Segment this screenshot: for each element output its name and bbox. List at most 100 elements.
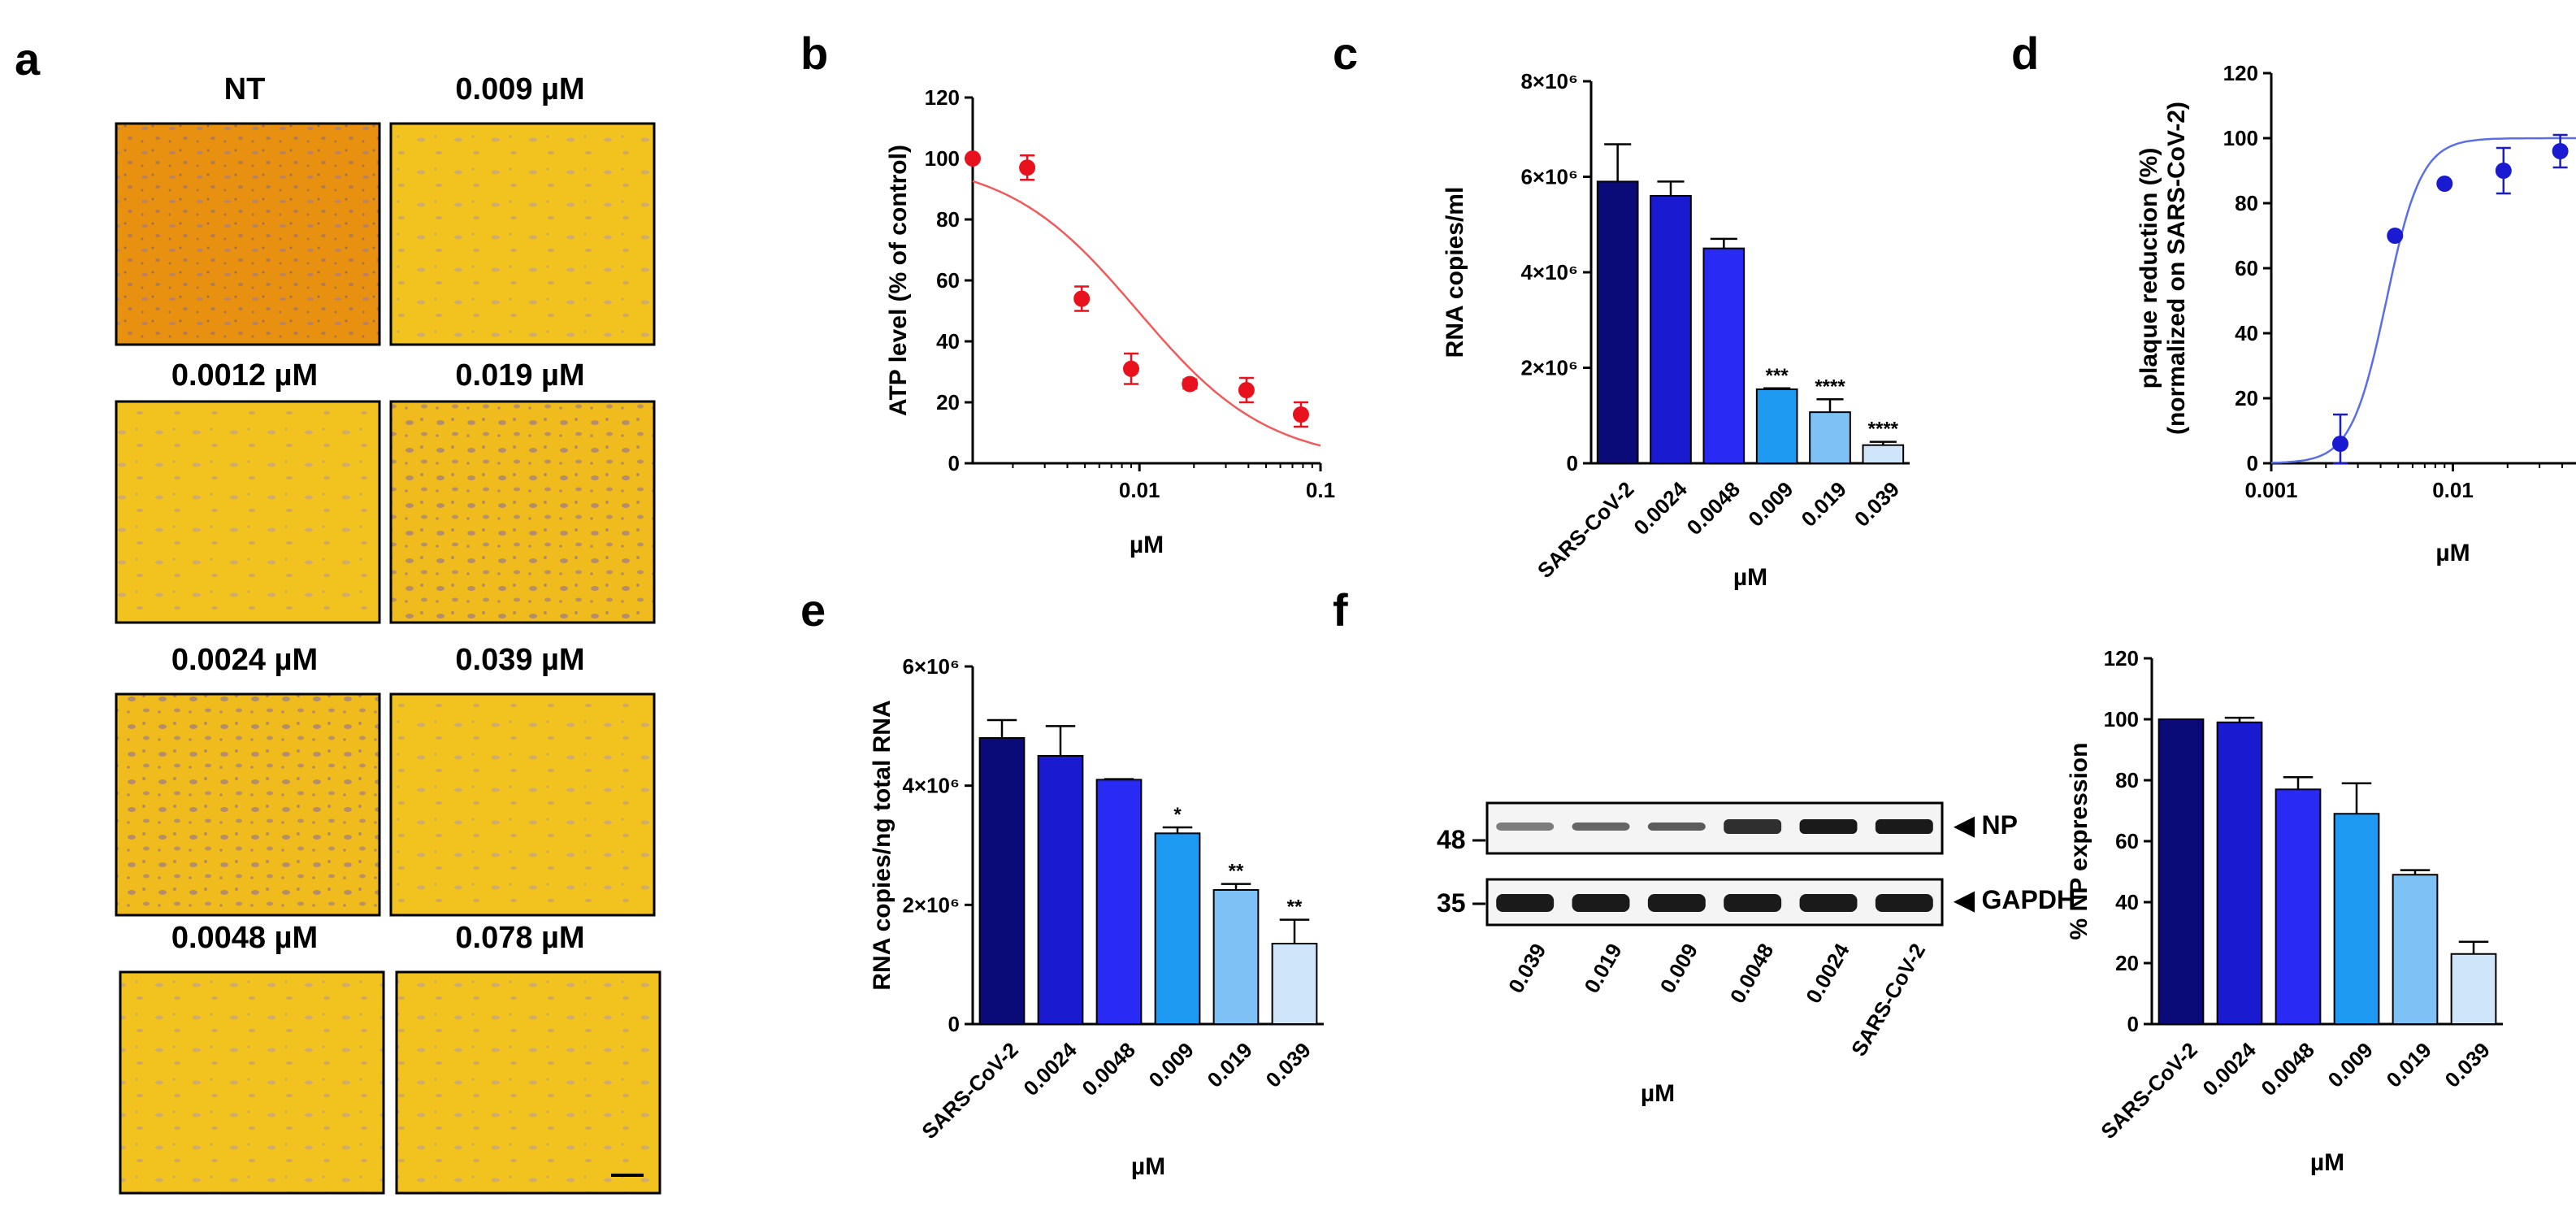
data-point xyxy=(2436,176,2453,192)
significance-label: **** xyxy=(1815,375,1845,397)
y-axis-title: RNA copies/ml xyxy=(1442,187,1468,358)
micrograph-image xyxy=(389,400,656,624)
y-tick-label: 40 xyxy=(2115,890,2139,914)
y-tick-label: 40 xyxy=(936,329,960,354)
micrograph-image xyxy=(389,692,656,917)
significance-label: * xyxy=(1173,804,1182,826)
y-tick-label: 100 xyxy=(925,146,960,171)
panel-label-c: c xyxy=(1333,28,1358,79)
x-axis-title: µM xyxy=(1130,532,1164,558)
bar xyxy=(2216,721,2263,1025)
y-tick-label: 0 xyxy=(1567,451,1578,475)
bar xyxy=(2333,813,2380,1025)
blot-lane-label: 0.0024 xyxy=(1801,939,1854,1007)
y-axis-title-line2: (normalized on SARS-CoV-2) xyxy=(2163,102,2190,435)
data-point xyxy=(1019,159,1036,176)
y-axis-title: plaque reduction (%) xyxy=(2136,148,2162,389)
y-axis-title: ATP level (% of control) xyxy=(885,145,912,416)
y-tick-label: 60 xyxy=(2115,829,2139,853)
data-point xyxy=(1238,382,1255,398)
y-tick-label: 6×10⁶ xyxy=(1520,165,1578,189)
micrograph-image xyxy=(115,400,381,624)
x-tick-label: SARS-CoV-2 xyxy=(1533,477,1639,584)
x-tick-label: 0.0048 xyxy=(1682,477,1745,540)
np-band xyxy=(1724,819,1782,834)
x-tick-label: 0.001 xyxy=(2244,478,2297,502)
x-tick-label: 0.009 xyxy=(2323,1038,2378,1092)
x-tick-label: 0.1 xyxy=(1306,478,1335,502)
micrograph-image xyxy=(389,122,656,346)
y-tick-label: 2×10⁶ xyxy=(902,892,960,917)
micrograph-title: 0.078 µM xyxy=(455,921,584,955)
blot-lane-label: 0.009 xyxy=(1655,940,1703,997)
y-tick-label: 4×10⁶ xyxy=(902,774,960,798)
x-tick-label: 0.009 xyxy=(1743,477,1798,532)
data-point xyxy=(2495,163,2512,179)
fit-curve xyxy=(2270,137,2576,464)
blot-band-label: ◀ NP xyxy=(1953,810,2018,840)
micrograph-title: 0.0012 µM xyxy=(171,358,318,393)
micrograph-title: 0.0024 µM xyxy=(171,643,318,677)
data-point xyxy=(2387,228,2404,244)
x-tick-label: 0.039 xyxy=(1850,477,1904,532)
micrograph-image xyxy=(115,692,381,917)
blot-lane-label: 0.039 xyxy=(1503,940,1551,997)
y-tick-label: 6×10⁶ xyxy=(902,654,960,679)
bar xyxy=(2450,953,2497,1025)
panel-label-f: f xyxy=(1333,584,1348,636)
micrograph-title: 0.009 µM xyxy=(455,72,584,106)
micrograph-image xyxy=(395,970,661,1195)
x-tick-label: 0.01 xyxy=(1119,478,1160,502)
x-axis-title: µM xyxy=(1733,564,1767,591)
y-tick-label: 40 xyxy=(2235,321,2258,345)
y-tick-label: 0 xyxy=(2247,451,2258,475)
x-tick-label: 0.019 xyxy=(1797,477,1851,532)
western-blot: ◀ NP ◀ GAPDH 48 35 0.039 0.019 0.009 0.0048… xyxy=(1437,801,2075,1107)
data-point xyxy=(2552,143,2569,159)
x-tick-label: 0.039 xyxy=(2440,1038,2495,1092)
y-axis-title: RNA copies/ng total RNA xyxy=(869,700,896,990)
y-axis-title: % NP expression xyxy=(2066,743,2092,940)
y-tick-label: 0 xyxy=(2127,1012,2139,1036)
blot-marker: 48 xyxy=(1437,825,1466,854)
micrograph-image xyxy=(119,970,385,1195)
bar xyxy=(2158,718,2205,1025)
micrograph-title: 0.039 µM xyxy=(455,643,584,677)
x-tick-label: SARS-CoV-2 xyxy=(917,1038,1023,1144)
y-tick-label: 100 xyxy=(2104,707,2139,731)
data-point xyxy=(1182,375,1199,393)
panel-label-d: d xyxy=(2011,28,2039,79)
blot-strip-np xyxy=(1485,801,1944,855)
y-tick-label: 2×10⁶ xyxy=(1520,356,1578,380)
np-band xyxy=(1875,819,1933,834)
x-tick-label: 0.019 xyxy=(1203,1038,1257,1092)
data-point xyxy=(1073,290,1091,307)
bar xyxy=(1650,195,1692,464)
x-tick-label: 0.0048 xyxy=(1077,1038,1139,1100)
x-tick-label: 0.0048 xyxy=(2256,1038,2318,1100)
panel-label-b: b xyxy=(800,28,828,79)
y-tick-label: 20 xyxy=(2115,951,2139,975)
y-tick-label: 100 xyxy=(2223,126,2258,150)
bar xyxy=(1271,943,1318,1025)
bar xyxy=(1702,247,1746,464)
blot-marker: 35 xyxy=(1437,888,1466,918)
y-tick-label: 0 xyxy=(948,451,960,475)
blot-strip-gapdh xyxy=(1485,878,1944,927)
bar xyxy=(1154,832,1201,1026)
data-point xyxy=(2331,436,2348,452)
x-tick-label: 0.039 xyxy=(1261,1038,1316,1092)
gapdh-band xyxy=(1572,894,1630,912)
bar xyxy=(1755,388,1798,464)
gapdh-band xyxy=(1647,894,1706,912)
bar xyxy=(1212,889,1260,1025)
y-tick-label: 80 xyxy=(2235,191,2258,215)
blot-band-label: ◀ GAPDH xyxy=(1953,885,2075,914)
y-tick-label: 120 xyxy=(2104,646,2139,671)
micrograph-image xyxy=(115,122,381,346)
significance-label: *** xyxy=(1766,365,1789,387)
blot-bands xyxy=(1496,819,1933,912)
data-point xyxy=(1292,406,1309,423)
